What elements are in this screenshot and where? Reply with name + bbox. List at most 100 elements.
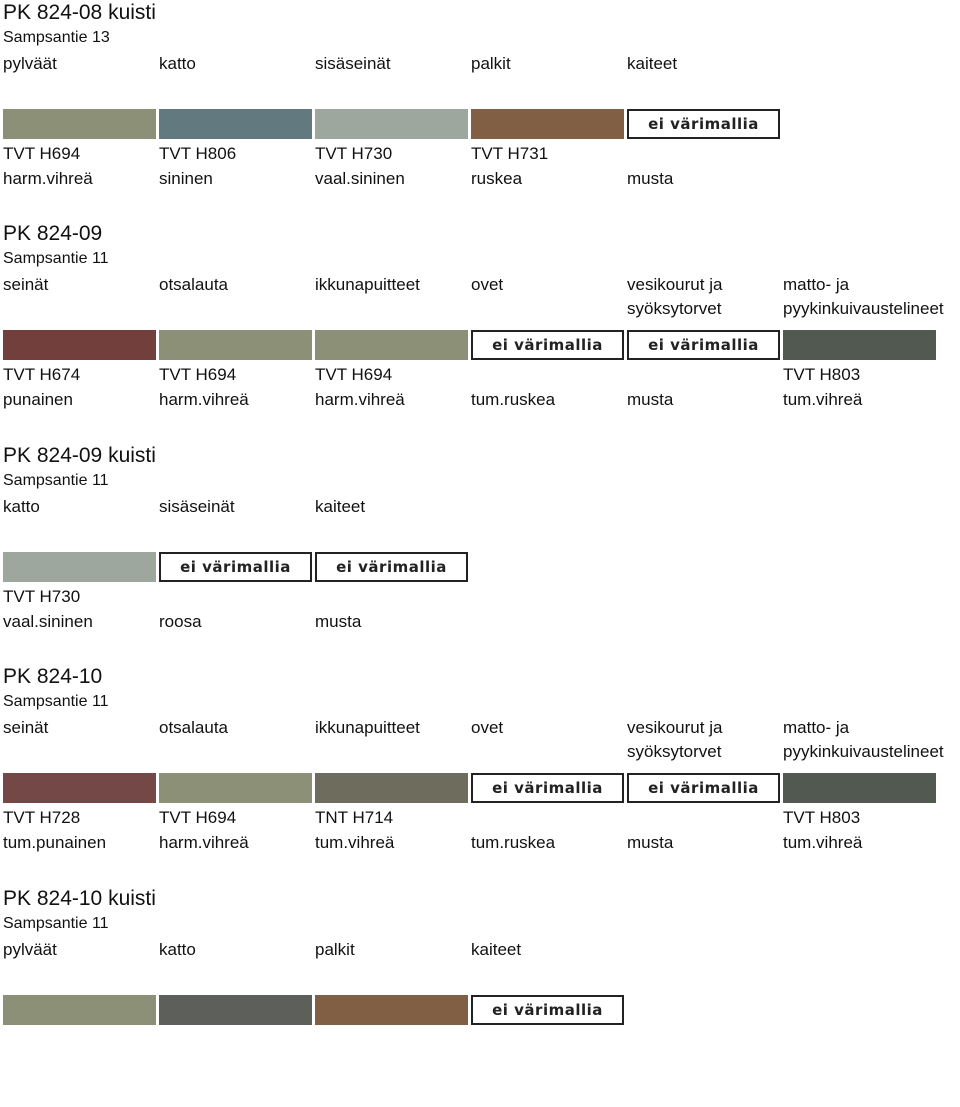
section-address: Sampsantie 11 bbox=[3, 472, 109, 489]
color-name: roosa bbox=[159, 612, 202, 631]
color-swatch bbox=[3, 773, 156, 803]
section-title: PK 824-09 kuisti bbox=[3, 444, 156, 467]
section-address: Sampsantie 11 bbox=[3, 250, 109, 267]
no-sample-box: ei värimallia bbox=[159, 552, 312, 582]
color-code: TVT H803 bbox=[783, 365, 861, 384]
section-title: PK 824-09 bbox=[3, 222, 103, 245]
section-address: Sampsantie 11 bbox=[3, 915, 109, 932]
color-code: TVT H674 bbox=[3, 365, 81, 384]
section-address: Sampsantie 11 bbox=[3, 693, 109, 710]
part-label: katto bbox=[3, 497, 40, 516]
part-label: ovet bbox=[471, 718, 504, 737]
part-label-line2: syöksytorvet bbox=[627, 742, 722, 761]
color-swatch bbox=[3, 330, 156, 360]
part-label-line2: syöksytorvet bbox=[627, 299, 722, 318]
section-title: PK 824-10 kuisti bbox=[3, 887, 156, 910]
color-name: tum.ruskea bbox=[471, 390, 556, 409]
part-label: pylväät bbox=[3, 54, 57, 73]
color-code: TVT H730 bbox=[315, 144, 393, 163]
section-2: PK 824-09 Sampsantie 11 seinät otsalauta ikk… bbox=[0, 221, 960, 442]
color-name: tum.vihreä bbox=[783, 833, 863, 852]
color-swatch bbox=[3, 552, 156, 582]
part-label: katto bbox=[159, 940, 196, 959]
color-name: punainen bbox=[3, 390, 73, 409]
color-name: sininen bbox=[159, 169, 213, 188]
section-title: PK 824-08 kuisti bbox=[3, 1, 156, 24]
color-code: TVT H806 bbox=[159, 144, 237, 163]
color-name: musta bbox=[627, 169, 674, 188]
color-name: harm.vihreä bbox=[3, 169, 93, 188]
part-label: kaiteet bbox=[627, 54, 678, 73]
no-sample-box: ei värimallia bbox=[471, 995, 624, 1025]
color-name: vaal.sininen bbox=[3, 612, 93, 631]
part-label: ikkunapuitteet bbox=[315, 718, 420, 737]
color-code: TVT H731 bbox=[471, 144, 549, 163]
color-name: harm.vihreä bbox=[315, 390, 405, 409]
color-swatch bbox=[159, 995, 312, 1025]
color-name: vaal.sininen bbox=[315, 169, 405, 188]
color-code: TNT H714 bbox=[315, 808, 394, 827]
color-name: harm.vihreä bbox=[159, 833, 249, 852]
color-name: tum.vihreä bbox=[783, 390, 863, 409]
part-label-line2: pyykinkuivaustelineet bbox=[783, 299, 944, 318]
part-label: ikkunapuitteet bbox=[315, 275, 420, 294]
no-sample-box: ei värimallia bbox=[627, 773, 780, 803]
color-swatch bbox=[3, 109, 156, 139]
color-code: TVT H803 bbox=[783, 808, 861, 827]
part-label: ovet bbox=[471, 275, 504, 294]
color-swatch bbox=[471, 109, 624, 139]
no-sample-box: ei värimallia bbox=[471, 773, 624, 803]
color-swatch bbox=[783, 773, 936, 803]
color-name: musta bbox=[627, 833, 674, 852]
part-label-line2: pyykinkuivaustelineet bbox=[783, 742, 944, 761]
section-5: PK 824-10 kuisti Sampsantie 11 pylväät katt… bbox=[0, 886, 960, 1107]
color-name: tum.vihreä bbox=[315, 833, 395, 852]
part-label: sisäseinät bbox=[315, 54, 391, 73]
part-label: palkit bbox=[471, 54, 511, 73]
part-label: seinät bbox=[3, 275, 49, 294]
color-code: TVT H728 bbox=[3, 808, 81, 827]
section-1: PK 824-08 kuisti Sampsantie 13 pylväät katt… bbox=[0, 0, 960, 221]
no-sample-box: ei värimallia bbox=[471, 330, 624, 360]
color-swatch bbox=[315, 109, 468, 139]
color-swatch bbox=[159, 330, 312, 360]
color-name: tum.punainen bbox=[3, 833, 107, 852]
color-code: TVT H694 bbox=[159, 365, 237, 384]
color-swatch bbox=[315, 995, 468, 1025]
color-name: harm.vihreä bbox=[159, 390, 249, 409]
section-address: Sampsantie 13 bbox=[3, 29, 110, 46]
section-4: PK 824-10 Sampsantie 11 seinät otsalauta ikk… bbox=[0, 664, 960, 885]
color-name: tum.ruskea bbox=[471, 833, 556, 852]
part-label: katto bbox=[159, 54, 196, 73]
color-swatch bbox=[3, 995, 156, 1025]
color-swatch bbox=[159, 109, 312, 139]
part-label: otsalauta bbox=[159, 275, 228, 294]
part-label: matto- ja bbox=[783, 275, 850, 294]
color-swatch bbox=[315, 773, 468, 803]
part-label: kaiteet bbox=[315, 497, 366, 516]
color-swatch bbox=[315, 330, 468, 360]
color-code: TVT H694 bbox=[3, 144, 81, 163]
part-label: vesikourut ja bbox=[627, 275, 723, 294]
color-name: musta bbox=[315, 612, 362, 631]
color-code: TVT H694 bbox=[315, 365, 393, 384]
no-sample-box: ei värimallia bbox=[315, 552, 468, 582]
part-label: sisäseinät bbox=[159, 497, 235, 516]
section-title: PK 824-10 bbox=[3, 665, 103, 688]
part-label: seinät bbox=[3, 718, 49, 737]
color-swatch bbox=[159, 773, 312, 803]
part-label: otsalauta bbox=[159, 718, 228, 737]
part-label: matto- ja bbox=[783, 718, 850, 737]
color-code: TVT H694 bbox=[159, 808, 237, 827]
color-name: musta bbox=[627, 390, 674, 409]
color-name: ruskea bbox=[471, 169, 523, 188]
part-label: kaiteet bbox=[471, 940, 522, 959]
part-label: palkit bbox=[315, 940, 355, 959]
no-sample-box: ei värimallia bbox=[627, 109, 780, 139]
color-swatch bbox=[783, 330, 936, 360]
color-code: TVT H730 bbox=[3, 587, 81, 606]
part-label: pylväät bbox=[3, 940, 57, 959]
section-3: PK 824-09 kuisti Sampsantie 11 katto sisäse… bbox=[0, 443, 960, 664]
no-sample-box: ei värimallia bbox=[627, 330, 780, 360]
part-label: vesikourut ja bbox=[627, 718, 723, 737]
